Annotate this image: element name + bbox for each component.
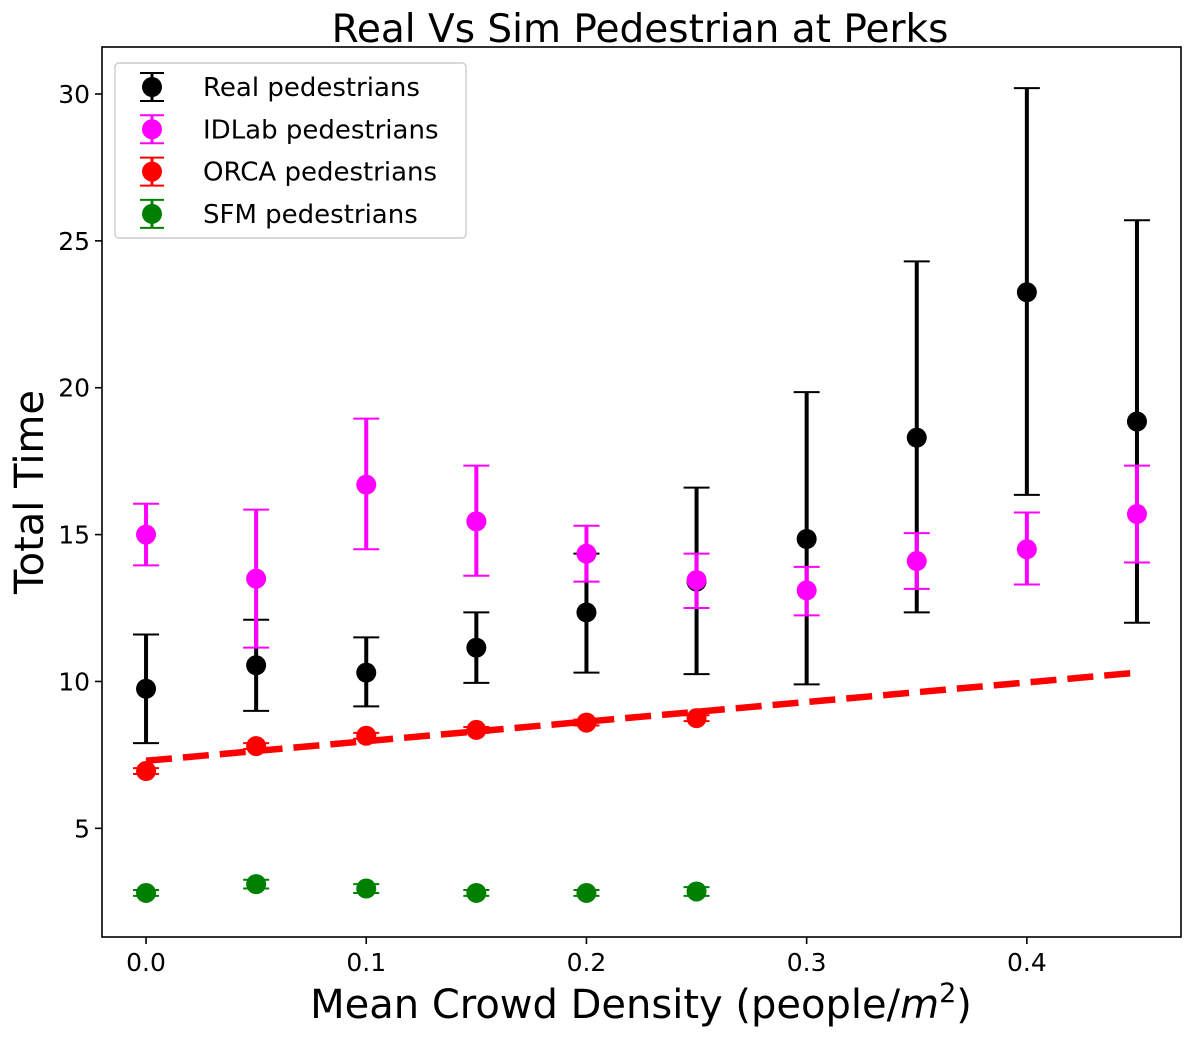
data-marker xyxy=(686,708,707,729)
data-point xyxy=(1123,464,1150,564)
legend-label: Real pedestrians xyxy=(203,73,420,103)
y-axis-ticks: 5 10 15 20 25 30 xyxy=(58,80,102,843)
data-marker xyxy=(576,602,597,623)
data-marker xyxy=(576,882,597,903)
data-marker xyxy=(1016,539,1037,560)
data-point xyxy=(243,508,270,649)
y-axis-label: Total Time xyxy=(7,390,53,595)
data-marker xyxy=(1126,411,1147,432)
data-point xyxy=(683,881,710,902)
fit-line xyxy=(145,669,1138,764)
data-point xyxy=(573,882,600,903)
data-marker xyxy=(1126,504,1147,525)
legend-marker xyxy=(142,119,162,140)
data-marker xyxy=(356,474,377,495)
data-point xyxy=(573,712,600,733)
plot-frame xyxy=(101,46,1182,938)
data-marker xyxy=(136,882,157,903)
legend-marker xyxy=(142,161,162,182)
data-point xyxy=(1013,87,1040,496)
legend-entry: IDLab pedestrians xyxy=(140,114,439,145)
data-marker xyxy=(576,712,597,733)
legend: Real pedestrians IDLab pedestrians ORCA pe… xyxy=(114,62,467,239)
data-point xyxy=(353,725,380,746)
data-point xyxy=(683,552,710,610)
data-marker xyxy=(906,427,927,448)
data-point xyxy=(243,874,270,895)
legend-entry: SFM pedestrians xyxy=(140,198,418,230)
x-axis-label-unit: m xyxy=(900,982,939,1028)
x-axis-label-close: ) xyxy=(956,982,972,1028)
data-point xyxy=(463,882,490,903)
data-marker xyxy=(796,528,817,549)
x-tick-label: 0.3 xyxy=(787,948,827,977)
x-tick-label: 0.2 xyxy=(567,948,607,977)
data-marker xyxy=(246,568,267,589)
data-marker xyxy=(136,524,157,545)
y-tick-label: 20 xyxy=(58,374,90,403)
x-tick-label: 0.0 xyxy=(126,948,166,977)
legend-label: SFM pedestrians xyxy=(203,200,418,230)
data-point xyxy=(463,464,490,577)
data-point xyxy=(793,391,820,686)
data-marker xyxy=(466,511,487,532)
data-point xyxy=(1013,511,1040,586)
x-axis-label-text: Mean Crowd Density (people/ xyxy=(310,982,900,1028)
y-tick-label: 15 xyxy=(58,521,90,550)
data-marker xyxy=(686,881,707,902)
x-tick-label: 0.1 xyxy=(346,948,386,977)
data-marker xyxy=(576,543,597,564)
data-marker xyxy=(906,551,927,572)
legend-marker xyxy=(142,77,162,97)
data-marker xyxy=(796,580,817,601)
data-point xyxy=(133,882,160,903)
legend-box xyxy=(114,62,467,239)
data-point xyxy=(133,633,160,745)
data-point xyxy=(793,565,820,617)
data-marker xyxy=(246,874,267,895)
data-marker xyxy=(136,678,157,699)
data-point xyxy=(133,502,160,567)
data-point xyxy=(683,708,710,729)
legend-entry: Real pedestrians xyxy=(140,72,420,103)
legend-label: IDLab pedestrians xyxy=(203,115,439,145)
data-marker xyxy=(246,655,267,676)
x-axis-label-power: 2 xyxy=(939,978,956,1009)
data-marker xyxy=(1016,282,1037,303)
y-tick-label: 5 xyxy=(74,814,90,843)
y-tick-label: 10 xyxy=(58,667,90,696)
data-marker xyxy=(686,570,707,591)
data-marker xyxy=(356,878,377,899)
data-point xyxy=(353,878,380,899)
y-tick-label: 25 xyxy=(58,227,90,256)
x-axis-label: Mean Crowd Density (people/m2) xyxy=(310,978,972,1028)
y-tick-label: 30 xyxy=(58,80,90,109)
legend-entry: ORCA pedestrians xyxy=(140,156,437,188)
data-point xyxy=(243,736,270,757)
data-marker xyxy=(466,719,487,740)
data-marker xyxy=(466,882,487,903)
legend-label: ORCA pedestrians xyxy=(203,158,437,188)
data-point xyxy=(463,611,490,684)
data-marker xyxy=(136,761,157,782)
data-point xyxy=(353,636,380,708)
data-marker xyxy=(246,736,267,757)
x-axis-ticks: 0.0 0.1 0.2 0.3 0.4 xyxy=(126,937,1047,977)
data-point xyxy=(903,532,930,590)
data-point xyxy=(463,719,490,740)
series-3 xyxy=(133,708,710,782)
data-point xyxy=(573,524,600,583)
legend-marker xyxy=(142,203,162,224)
data-point xyxy=(133,761,160,782)
plot-marks xyxy=(133,87,1150,903)
chart-title: Real Vs Sim Pedestrian at Perks xyxy=(332,7,949,52)
x-tick-label: 0.4 xyxy=(1007,948,1047,977)
data-point xyxy=(353,417,380,551)
data-marker xyxy=(466,637,487,658)
data-marker xyxy=(356,662,377,683)
series-4 xyxy=(133,874,710,903)
data-marker xyxy=(356,725,377,746)
series-2 xyxy=(133,417,1150,649)
